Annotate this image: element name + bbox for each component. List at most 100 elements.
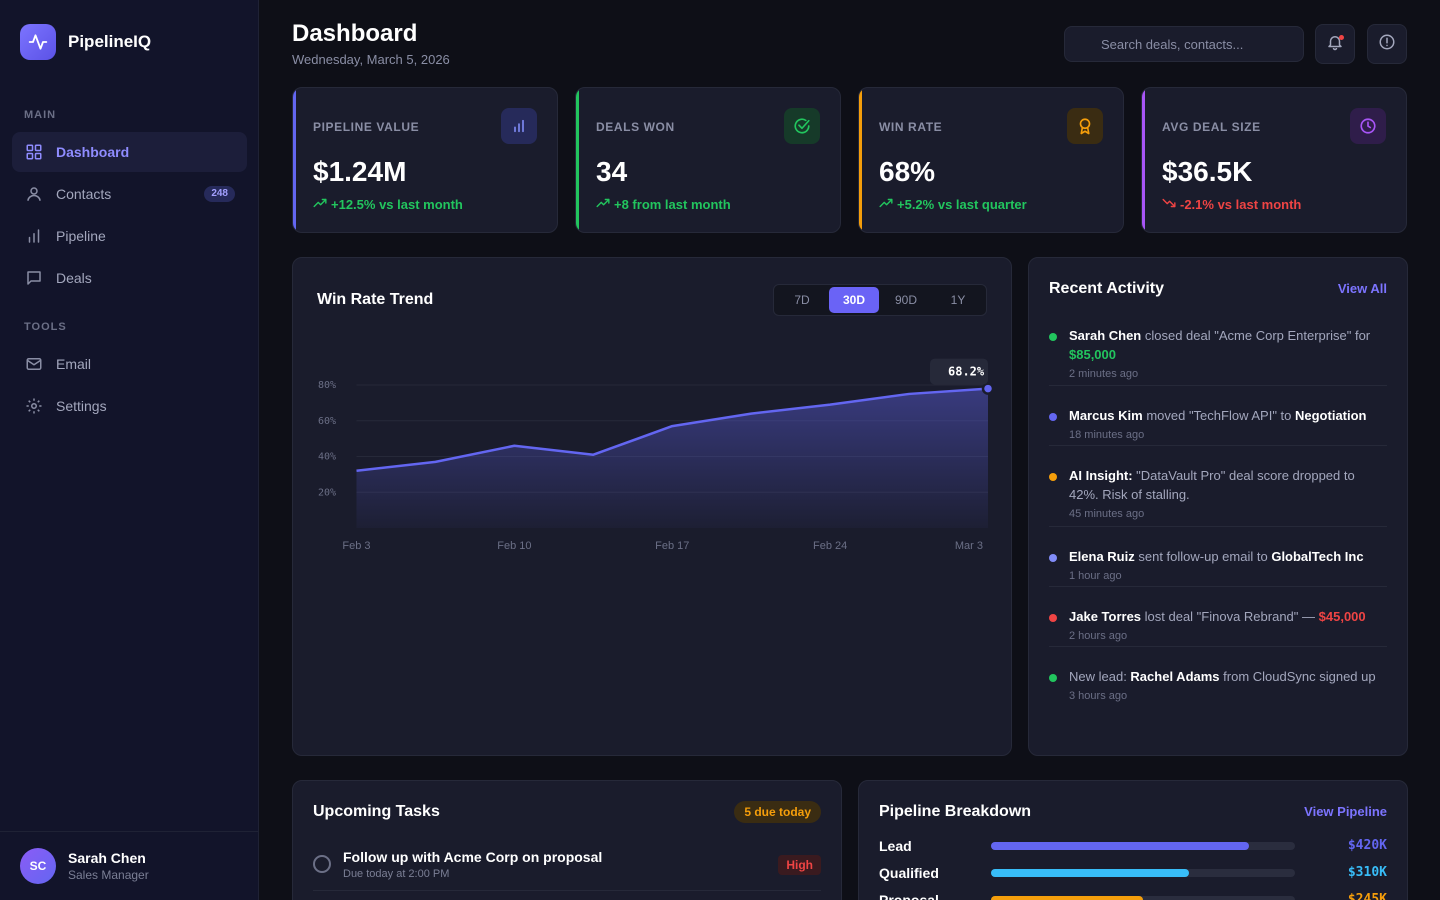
range-90d-button[interactable]: 90D	[894, 293, 917, 307]
sidebar-item-label: Deals	[56, 270, 92, 286]
trend-down-icon	[1162, 196, 1176, 213]
card-accent	[293, 88, 296, 232]
activity-divider	[1049, 445, 1387, 446]
view-pipeline-link[interactable]: View Pipeline	[1304, 804, 1387, 819]
activity-time: 2 hours ago	[1069, 630, 1128, 642]
sidebar-item-dashboard[interactable]: Dashboard	[12, 132, 247, 172]
chart-y-tick-label: 40%	[318, 452, 336, 463]
activity-status-dot	[1049, 614, 1057, 622]
chart-y-tick-label: 60%	[318, 416, 336, 427]
range-selector: 7D 30D 90D 1Y	[773, 284, 987, 316]
sidebar: PipelineIQ MAIN Dashboard Contacts 248 P…	[0, 0, 259, 900]
stat-label: AVG DEAL SIZE	[1162, 120, 1261, 134]
activity-text: Jake Torres lost deal "Finova Rebrand" —…	[1069, 609, 1366, 624]
pipeline-stage-value: $245K	[1347, 892, 1387, 900]
activity-item[interactable]: Sarah Chen closed deal "Acme Corp Enterp…	[1049, 326, 1387, 380]
trend-up-icon	[879, 196, 893, 213]
activity-item[interactable]: AI Insight: "DataVault Pro" deal score d…	[1049, 466, 1387, 520]
panel-title: Recent Activity	[1049, 280, 1164, 297]
grid-icon	[24, 142, 44, 162]
activity-icon	[20, 24, 56, 60]
search-input[interactable]	[1101, 36, 1291, 52]
due-today-badge: 5 due today	[734, 801, 821, 823]
activity-text: Sarah Chen closed deal "Acme Corp Enterp…	[1069, 328, 1371, 362]
stat-card-deals-won[interactable]: DEALS WON 34 +8 from last month	[575, 87, 841, 233]
sidebar-item-contacts[interactable]: Contacts 248	[12, 174, 247, 214]
pipeline-stage-value: $420K	[1347, 838, 1387, 853]
range-7d-button[interactable]: 7D	[794, 293, 810, 307]
activity-divider	[1049, 646, 1387, 647]
page-title: Dashboard	[292, 20, 418, 47]
pipeline-stage-fill	[991, 842, 1250, 850]
chart-tooltip	[930, 358, 988, 385]
chart-x-tick-label: Mar 3	[955, 540, 983, 552]
pipeline-stage-value: $310K	[1347, 865, 1387, 880]
stat-change-text: +8 from last month	[614, 197, 731, 212]
activity-divider	[1049, 586, 1387, 587]
brand[interactable]: PipelineIQ	[20, 24, 151, 60]
sidebar-item-settings[interactable]: Settings	[12, 386, 247, 426]
stat-card-pipeline-value[interactable]: PIPELINE VALUE $1.24M +12.5% vs last mon…	[292, 87, 558, 233]
bell-icon	[1326, 33, 1344, 56]
stat-value: $36.5K	[1162, 156, 1253, 187]
recent-activity-panel: Recent Activity View All Sarah Chen clos…	[1028, 257, 1408, 756]
stat-card-avg-deal-size[interactable]: AVG DEAL SIZE $36.5K -2.1% vs last month	[1141, 87, 1407, 233]
view-all-link[interactable]: View All	[1337, 281, 1387, 296]
activity-item[interactable]: Marcus Kim moved "TechFlow API" to Negot…	[1049, 406, 1387, 441]
activity-status-dot	[1049, 554, 1057, 562]
activity-item[interactable]: New lead: Rachel Adams from CloudSync si…	[1049, 667, 1387, 702]
stat-value: 34	[596, 156, 628, 187]
user-profile[interactable]: SC Sarah Chen Sales Manager	[0, 831, 259, 900]
sidebar-item-label: Settings	[56, 398, 107, 414]
stat-card-win-rate[interactable]: WIN RATE 68% +5.2% vs last quarter	[858, 87, 1124, 233]
task-title: Follow up with Acme Corp on proposal	[343, 849, 603, 865]
pipeline-stage-row[interactable]: Qualified $310K	[879, 863, 1387, 883]
activity-time: 45 minutes ago	[1069, 508, 1145, 520]
task-checkbox[interactable]	[313, 855, 331, 873]
sidebar-item-deals[interactable]: Deals	[12, 258, 247, 298]
activity-text: New lead: Rachel Adams from CloudSync si…	[1069, 669, 1376, 684]
sidebar-item-email[interactable]: Email	[12, 344, 247, 384]
pipeline-stage-row[interactable]: Lead $420K	[879, 836, 1387, 856]
panel-title: Upcoming Tasks	[313, 803, 440, 820]
sidebar-item-pipeline[interactable]: Pipeline	[12, 216, 247, 256]
check-circle-icon	[784, 108, 820, 144]
activity-text: Marcus Kim moved "TechFlow API" to Negot…	[1069, 408, 1367, 423]
bar-chart-icon	[24, 226, 44, 246]
pipeline-stage-row[interactable]: Proposal $245K	[879, 890, 1387, 900]
activity-item[interactable]: Jake Torres lost deal "Finova Rebrand" —…	[1049, 607, 1387, 642]
priority-badge: High	[778, 855, 821, 875]
activity-item[interactable]: Elena Ruiz sent follow-up email to Globa…	[1049, 547, 1387, 582]
notifications-button[interactable]	[1315, 24, 1355, 64]
pipeline-stage-label: Proposal	[879, 892, 939, 900]
trend-up-icon	[596, 196, 610, 213]
stat-value: $1.24M	[313, 156, 407, 187]
range-30d-button[interactable]: 30D	[829, 287, 879, 313]
chart-x-tick-label: Feb 24	[813, 540, 847, 552]
sidebar-item-label: Pipeline	[56, 228, 106, 244]
pipeline-stage-track	[991, 896, 1295, 900]
activity-text: Elena Ruiz sent follow-up email to Globa…	[1069, 549, 1364, 564]
chart-series-line	[356, 387, 989, 473]
task-row[interactable]: Follow up with Acme Corp on proposal Due…	[313, 849, 821, 891]
chart-x-tick-label: Feb 10	[497, 540, 531, 552]
search-box	[1064, 26, 1304, 62]
alert-circle-icon	[1378, 33, 1396, 56]
nav-section-main: MAIN	[24, 109, 57, 121]
pipeline-stage-label: Qualified	[879, 865, 939, 881]
info-button[interactable]	[1367, 24, 1407, 64]
stat-change: +5.2% vs last quarter	[879, 196, 1027, 213]
panel-title: Win Rate Trend	[317, 291, 434, 308]
award-icon	[1067, 108, 1103, 144]
stat-value: 68%	[879, 156, 936, 187]
pipeline-stage-track	[991, 842, 1295, 850]
activity-status-dot	[1049, 413, 1057, 421]
stat-change: -2.1% vs last month	[1162, 196, 1301, 213]
trend-up-icon	[313, 196, 327, 213]
message-icon	[24, 268, 44, 288]
chart-x-tick-label: Feb 17	[655, 540, 689, 552]
range-1y-button[interactable]: 1Y	[950, 293, 966, 307]
chart-x-tick-label: Feb 3	[342, 540, 370, 552]
sidebar-item-label: Email	[56, 356, 92, 372]
stat-change: +12.5% vs last month	[313, 196, 463, 213]
